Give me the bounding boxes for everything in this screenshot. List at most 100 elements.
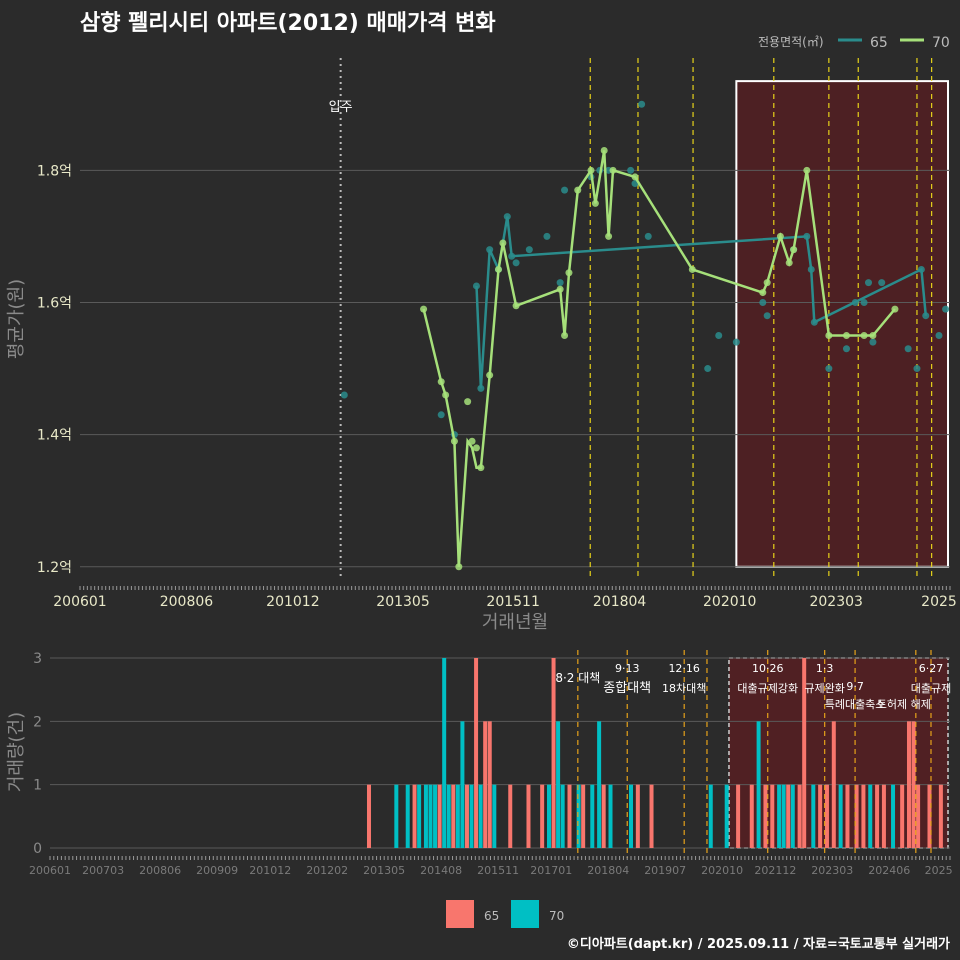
data-point-70 [565, 269, 573, 277]
x-tick-label: 200601 [53, 594, 106, 610]
volume-x-tick-label: 201907 [644, 864, 686, 877]
policy-name: 대출규제 [911, 682, 951, 695]
legend-title: 전용면적(㎡) [758, 35, 824, 49]
volume-bar-65 [927, 784, 932, 848]
y-tick-label: 1.2억 [37, 560, 72, 576]
volume-bar-70 [838, 784, 843, 848]
data-point-70 [477, 464, 485, 472]
y-tick-label: 1.4억 [37, 428, 72, 444]
volume-bar-65 [916, 784, 921, 848]
volume-bar-70 [423, 784, 428, 848]
data-point-65 [922, 312, 930, 320]
volume-bar-70 [891, 784, 896, 848]
data-point-70 [785, 259, 793, 267]
volume-x-tick-label: 201408 [420, 864, 462, 877]
policy-name: 규제완화 [804, 682, 844, 695]
volume-y-tick: 0 [33, 841, 42, 857]
data-point-65 [869, 338, 877, 346]
data-point-70 [803, 166, 811, 174]
x-tick-label: 202303 [809, 594, 862, 610]
data-point-65 [340, 391, 348, 399]
volume-x-tick-label: 200703 [82, 864, 124, 877]
data-point-70 [512, 302, 520, 310]
policy-date: 10·26 [752, 662, 784, 675]
volume-x-tick-label: 201012 [249, 864, 291, 877]
volume-x-tick-label: 2025 [925, 864, 953, 877]
volume-bar-65 [854, 784, 859, 848]
data-point-70 [790, 246, 798, 254]
volume-bar-70 [560, 784, 565, 848]
price-panel: 1.2억 1.4억 1.6억 1.8억 입주 200601 200806 201012 2013… [6, 58, 957, 633]
data-point-70 [420, 305, 428, 313]
data-point-65 [503, 213, 511, 221]
data-point-65 [472, 282, 480, 290]
data-point-70 [631, 173, 639, 181]
legend-label-70: 70 [932, 35, 950, 51]
data-point-65 [807, 265, 815, 273]
policy-name: 종합대책 [603, 681, 651, 696]
volume-x-tick-label: 202406 [868, 864, 910, 877]
legend-swatch-70 [511, 900, 539, 928]
volume-bar-65 [540, 784, 545, 848]
volume-x-tick-label: 201305 [363, 864, 405, 877]
data-point-65 [851, 298, 859, 306]
x-tick-label: 201804 [593, 594, 647, 610]
data-point-70 [688, 265, 696, 273]
volume-bar-65 [635, 784, 640, 848]
volume-bar-70 [777, 784, 782, 848]
data-point-70 [468, 437, 476, 445]
data-point-70 [464, 398, 472, 406]
volume-x-tick-label: 200806 [139, 864, 181, 877]
volume-bar-70 [781, 784, 786, 848]
data-point-70 [442, 391, 450, 399]
data-point-65 [508, 252, 516, 260]
volume-bar-65 [526, 784, 531, 848]
volume-y-axis-title: 거래량(건) [6, 712, 27, 792]
legend-volume-70: 70 [549, 909, 564, 923]
volume-bar-70 [460, 721, 465, 848]
volume-bar-65 [786, 784, 791, 848]
volume-x-tick-label: 202010 [701, 864, 743, 877]
data-point-70 [472, 444, 480, 452]
data-point-65 [810, 318, 818, 326]
volume-bar-70 [446, 784, 451, 848]
volume-bar-70 [394, 784, 399, 848]
volume-y-tick: 1 [33, 778, 42, 794]
data-point-70 [842, 332, 850, 340]
data-point-65 [627, 166, 635, 174]
volume-y-tick: 2 [33, 714, 42, 730]
volume-bar-65 [770, 784, 775, 848]
volume-y-tick: 3 [33, 651, 42, 667]
volume-bar-70 [590, 784, 595, 848]
volume-bar-65 [366, 784, 371, 848]
volume-bar-65 [900, 784, 905, 848]
data-point-70 [891, 305, 899, 313]
data-point-65 [763, 312, 771, 320]
legend-top: 전용면적(㎡) 65 70 [758, 35, 950, 51]
volume-bar-70 [868, 784, 873, 848]
volume-bar-70 [405, 784, 410, 848]
volume-bar-65 [437, 784, 442, 848]
volume-bar-65 [736, 784, 741, 848]
data-point-65 [942, 305, 950, 313]
volume-bar-65 [802, 658, 807, 848]
data-point-70 [860, 332, 868, 340]
volume-x-tick-label: 202303 [811, 864, 853, 877]
volume-bar-70 [811, 784, 816, 848]
volume-bar-65 [581, 784, 586, 848]
volume-bar-70 [608, 784, 613, 848]
data-point-65 [704, 365, 712, 373]
data-point-65 [561, 186, 569, 194]
data-point-65 [825, 365, 833, 373]
data-point-70 [574, 186, 582, 194]
data-point-70 [587, 166, 595, 174]
x-tick-label: 201305 [376, 594, 429, 610]
data-point-65 [715, 332, 723, 340]
policy-name: 18차대책 [662, 682, 706, 695]
volume-x-tick-label: 200601 [29, 864, 71, 877]
volume-panel: 0 1 2 3 8·2 대책 9·13 종합대책 12·16 18차대책 10·26 대출규제강화 1… [6, 650, 953, 877]
volume-bar-65 [551, 658, 556, 848]
legend-bottom: 65 70 [446, 900, 564, 928]
volume-bar-70 [576, 784, 581, 848]
